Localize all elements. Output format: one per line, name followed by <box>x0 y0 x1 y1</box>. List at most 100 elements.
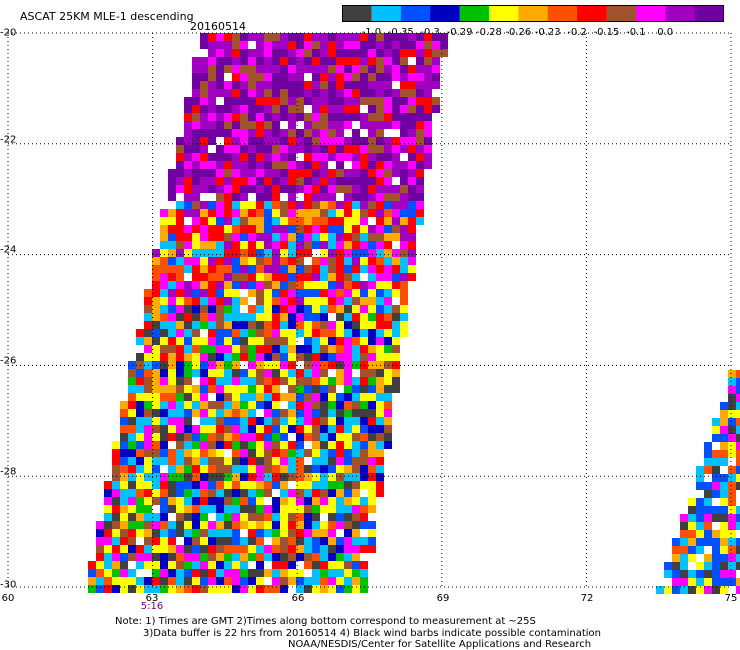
swath-cell <box>360 201 368 209</box>
swath-cell <box>344 585 352 593</box>
swath-cell <box>216 409 224 417</box>
swath-cell <box>288 297 296 305</box>
swath-cell <box>272 417 280 425</box>
swath-cell <box>272 537 280 545</box>
swath-cell <box>680 514 688 522</box>
swath-cell <box>336 257 344 265</box>
swath-cell <box>328 225 336 233</box>
swath-cell <box>320 49 328 57</box>
swath-cell <box>240 97 248 105</box>
swath-cell <box>264 473 272 481</box>
swath-cell <box>152 313 160 321</box>
swath-cell <box>232 497 240 505</box>
swath-cell <box>736 562 740 570</box>
swath-cell <box>192 185 200 193</box>
swath-cell <box>248 433 256 441</box>
swath-cell <box>736 378 740 386</box>
swath-cell <box>312 577 320 585</box>
swath-cell <box>232 385 240 393</box>
swath-cell <box>336 329 344 337</box>
swath-cell <box>344 89 352 97</box>
swath-cell <box>384 393 392 401</box>
swath-cell <box>200 249 208 257</box>
swath-cell <box>152 425 160 433</box>
swath-cell <box>336 289 344 297</box>
swath-cell <box>424 145 432 153</box>
swath-cell <box>304 433 312 441</box>
swath-cell <box>248 185 256 193</box>
swath-cell <box>272 193 280 201</box>
swath-cell <box>280 137 288 145</box>
swath-cell <box>136 329 144 337</box>
swath-cell <box>352 441 360 449</box>
swath-cell <box>144 529 152 537</box>
swath-cell <box>256 561 264 569</box>
swath-cell <box>128 393 136 401</box>
swath-cell <box>144 345 152 353</box>
swath-cell <box>416 97 424 105</box>
swath-cell <box>720 474 728 482</box>
swath-cell <box>224 41 232 49</box>
swath-cell <box>288 185 296 193</box>
swath-cell <box>304 225 312 233</box>
swath-cell <box>208 121 216 129</box>
swath-cell <box>232 137 240 145</box>
swath-cell <box>336 585 344 593</box>
swath-cell <box>416 161 424 169</box>
swath-cell <box>328 57 336 65</box>
swath-cell <box>192 297 200 305</box>
swath-cell <box>344 553 352 561</box>
swath-cell <box>200 233 208 241</box>
swath-cell <box>720 506 728 514</box>
swath-cell <box>208 65 216 73</box>
swath-cell <box>240 313 248 321</box>
swath-cell <box>328 273 336 281</box>
swath-cell <box>120 457 128 465</box>
swath-cell <box>376 129 384 137</box>
swath-cell <box>200 369 208 377</box>
swath-cell <box>296 209 304 217</box>
swath-cell <box>416 57 424 65</box>
swath-cell <box>376 121 384 129</box>
swath-cell <box>232 305 240 313</box>
swath-cell <box>720 410 728 418</box>
swath-cell <box>208 473 216 481</box>
swath-cell <box>376 377 384 385</box>
swath-cell <box>216 513 224 521</box>
swath-cell <box>200 417 208 425</box>
swath-cell <box>200 161 208 169</box>
color-scale-swatch <box>342 5 372 22</box>
swath-cell <box>400 257 408 265</box>
swath-cell <box>232 537 240 545</box>
swath-cell <box>688 498 696 506</box>
swath-cell <box>360 257 368 265</box>
swath-cell <box>328 233 336 241</box>
swath-cell <box>168 209 176 217</box>
swath-cell <box>184 417 192 425</box>
swath-cell <box>208 569 216 577</box>
swath-cell <box>232 489 240 497</box>
swath-cell <box>352 153 360 161</box>
swath-cell <box>216 273 224 281</box>
swath-cell <box>200 441 208 449</box>
swath-cell <box>720 458 728 466</box>
swath-cell <box>248 161 256 169</box>
swath-cell <box>272 289 280 297</box>
swath-cell <box>352 401 360 409</box>
swath-cell <box>336 561 344 569</box>
lon-label-60: 60 <box>1 593 15 604</box>
swath-cell <box>184 281 192 289</box>
swath-cell <box>312 145 320 153</box>
swath-cell <box>184 489 192 497</box>
swath-cell <box>168 305 176 313</box>
swath-cell <box>328 209 336 217</box>
swath-cell <box>296 353 304 361</box>
swath-cell <box>320 233 328 241</box>
swath-cell <box>304 337 312 345</box>
swath-cell <box>256 393 264 401</box>
swath-cell <box>312 329 320 337</box>
swath-cell <box>328 97 336 105</box>
swath-cell <box>392 337 400 345</box>
swath-cell <box>224 97 232 105</box>
swath-cell <box>112 465 120 473</box>
